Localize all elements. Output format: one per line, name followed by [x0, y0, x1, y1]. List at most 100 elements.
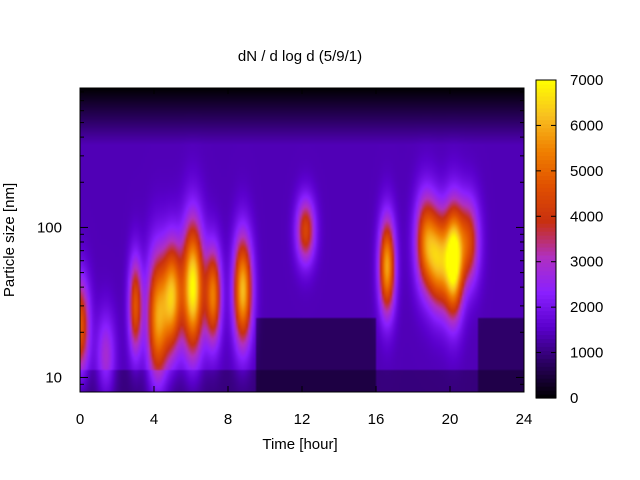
- colorbar-segment: [536, 298, 556, 304]
- colorbar-segment: [536, 290, 556, 296]
- colorbar-segment: [536, 310, 556, 316]
- colorbar-segment: [536, 195, 556, 200]
- colorbar-segment: [536, 286, 556, 292]
- colorbar-segment: [536, 115, 556, 121]
- colorbar-frame: [535, 79, 557, 399]
- colorbar-segment: [536, 123, 556, 129]
- x-tick-label: 16: [368, 411, 385, 428]
- colorbar-segment: [536, 370, 556, 375]
- colorbar-segment: [536, 139, 556, 145]
- colorbar-tick-label: 7000: [570, 72, 603, 89]
- y-axis-label: Particle size [nm]: [1, 183, 18, 297]
- colorbar-tick-label: 2000: [570, 299, 603, 316]
- colorbar: [536, 80, 556, 399]
- colorbar-segment: [536, 374, 556, 379]
- colorbar-segment: [536, 80, 556, 85]
- x-tick-label: 0: [76, 411, 84, 428]
- y-tick-label: 100: [37, 219, 62, 236]
- colorbar-segment: [536, 83, 556, 89]
- y-axis: 10 100: [37, 91, 524, 393]
- colorbar-tick-label: 1000: [570, 345, 603, 362]
- colorbar-segment: [536, 239, 556, 244]
- x-axis-label: Time [hour]: [262, 436, 337, 453]
- colorbar-segment: [536, 111, 556, 117]
- colorbar-segment: [536, 386, 556, 391]
- colorbar-segment: [536, 362, 556, 367]
- colorbar-segment: [536, 191, 556, 196]
- heatmap-image: [80, 88, 524, 392]
- colorbar-segment: [536, 382, 556, 387]
- colorbar-tick-label: 5000: [570, 163, 603, 180]
- colorbar-segment: [536, 302, 556, 308]
- colorbar-segment: [536, 119, 556, 125]
- colorbar-segment: [536, 135, 556, 141]
- chart-title: dN / d log d (5/9/1): [238, 48, 362, 65]
- colorbar-segment: [536, 366, 556, 371]
- colorbar-segment: [536, 266, 556, 272]
- colorbar-segment: [536, 390, 556, 395]
- colorbar-segment: [536, 358, 556, 363]
- colorbar-segment: [536, 131, 556, 137]
- colorbar-segment: [536, 231, 556, 236]
- x-tick-label: 24: [516, 411, 533, 428]
- colorbar-segment: [536, 330, 556, 336]
- colorbar-segment: [536, 127, 556, 133]
- y-tick-label: 10: [45, 369, 62, 386]
- colorbar-segment: [536, 278, 556, 284]
- x-tick-label: 8: [224, 411, 232, 428]
- colorbar-segment: [536, 107, 556, 113]
- colorbar-segment: [536, 143, 556, 149]
- x-axis: 0 4 8 12 16 20 24: [76, 88, 533, 428]
- colorbar-segment: [536, 91, 556, 97]
- colorbar-tick-label: 6000: [570, 117, 603, 134]
- colorbar-segment: [536, 183, 556, 188]
- colorbar-segment: [536, 235, 556, 240]
- colorbar-segment: [536, 203, 556, 208]
- x-tick-label: 4: [150, 411, 158, 428]
- colorbar-segment: [536, 314, 556, 320]
- colorbar-segment: [536, 103, 556, 109]
- colorbar-segment: [536, 378, 556, 383]
- colorbar-segment: [536, 227, 556, 232]
- colorbar-segment: [536, 211, 556, 216]
- colorbar-segment: [536, 346, 556, 351]
- colorbar-segment: [536, 171, 556, 176]
- x-tick-label: 20: [442, 411, 459, 428]
- colorbar-segment: [536, 262, 556, 268]
- colorbar-segment: [536, 163, 556, 169]
- colorbar-segment: [536, 219, 556, 224]
- colorbar-segment: [536, 282, 556, 288]
- colorbar-segment: [536, 167, 556, 173]
- colorbar-segment: [536, 350, 556, 355]
- colorbar-segment: [536, 179, 556, 184]
- colorbar-segment: [536, 338, 556, 343]
- colorbar-tick-label: 4000: [570, 208, 603, 225]
- colorbar-segment: [536, 215, 556, 220]
- colorbar-segment: [536, 207, 556, 212]
- colorbar-segment: [536, 342, 556, 347]
- colorbar-segment: [536, 254, 556, 260]
- colorbar-segment: [536, 274, 556, 280]
- colorbar-segment: [536, 318, 556, 324]
- colorbar-segment: [536, 394, 556, 399]
- colorbar-segment: [536, 159, 556, 165]
- colorbar-segment: [536, 99, 556, 105]
- colorbar-segment: [536, 294, 556, 300]
- colorbar-segment: [536, 175, 556, 180]
- colorbar-segment: [536, 223, 556, 228]
- colorbar-segment: [536, 270, 556, 276]
- colorbar-segment: [536, 187, 556, 192]
- colorbar-segment: [536, 246, 556, 252]
- colorbar-axis: 0 1000 2000 3000 4000 5000 6000 7000: [536, 72, 603, 407]
- heatmap-plot-area: [80, 88, 524, 392]
- colorbar-segment: [536, 87, 556, 93]
- colorbar-segment: [536, 322, 556, 328]
- colorbar-segment: [536, 306, 556, 312]
- colorbar-tick-label: 0: [570, 390, 578, 407]
- colorbar-tick-label: 3000: [570, 254, 603, 271]
- colorbar-segment: [536, 147, 556, 153]
- colorbar-segment: [536, 199, 556, 204]
- colorbar-segment: [536, 95, 556, 101]
- colorbar-segment: [536, 242, 556, 248]
